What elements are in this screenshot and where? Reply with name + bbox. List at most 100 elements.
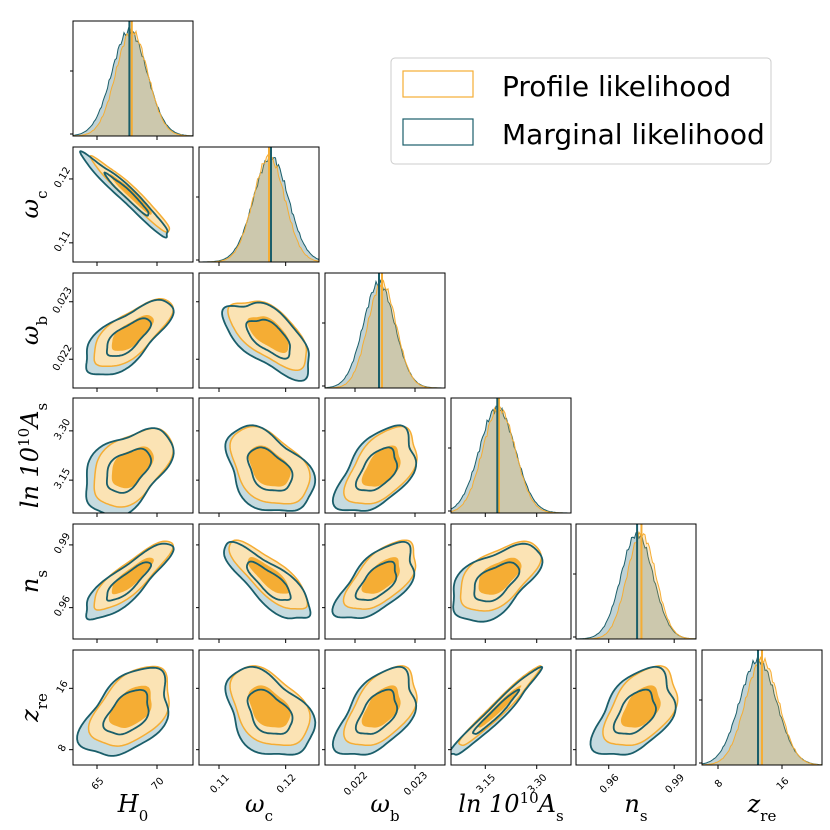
marginal-1sigma-contour (354, 688, 399, 735)
panel-frame (72, 20, 194, 137)
profile-2sigma-contour (459, 540, 543, 612)
profile-2sigma-contour (229, 425, 311, 505)
x-tick-label: 65 (90, 776, 107, 793)
panel-frame (324, 272, 446, 389)
marginal-1sigma-contour (102, 689, 150, 736)
profile-curve-wb (325, 279, 445, 388)
marginal-2sigma-contour (331, 666, 418, 756)
panel-frame (198, 523, 320, 640)
profile-curve-lnAs (451, 404, 571, 513)
panel-2-2 (322, 272, 446, 392)
profile-curve-wc (199, 153, 319, 262)
y-axis-label-ns: ns (16, 570, 51, 593)
profile-curve-ns (576, 530, 696, 639)
panel-frame (198, 649, 320, 766)
panel-5-5: 8 16 (699, 649, 823, 793)
panel-3-2 (322, 397, 446, 517)
x-axis-label-zre: zre (747, 790, 777, 825)
y-tick-label: 16 (55, 679, 71, 696)
panel-frame (324, 523, 446, 640)
x-tick-label: 0.023 (402, 770, 430, 798)
profile-2sigma-contour (229, 665, 311, 747)
x-tick-label: 70 (150, 776, 167, 793)
panel-4-0: 0.96 0.99 (53, 523, 194, 643)
profile-1sigma-fill (361, 685, 401, 728)
panel-frame (72, 649, 194, 766)
y-tick-label: 0.023 (51, 285, 75, 315)
x-tick-label: 16 (775, 776, 792, 793)
panel-5-4: 0.96 0.99 (573, 649, 697, 796)
panel-4-3 (448, 523, 572, 643)
legend-label-marginal: Marginal likelihood (502, 118, 765, 151)
x-tick-label: 8 (713, 778, 725, 790)
x-tick-label: 0.96 (598, 772, 622, 796)
x-axis-label-wb: ωb (370, 790, 399, 825)
marginal-2sigma-contour (452, 542, 544, 623)
profile-1sigma-fill (247, 316, 289, 353)
marginal-1sigma-contour (473, 561, 521, 603)
marginal-2sigma-contour (85, 542, 175, 621)
marginal-2sigma-contour (85, 427, 175, 513)
marginal-1sigma-contour (246, 688, 294, 735)
y-axis-label-zre: zre (16, 693, 51, 723)
profile-1sigma-fill (361, 445, 401, 487)
profile-1sigma-fill (248, 685, 291, 728)
y-tick-label: 3.30 (53, 417, 74, 442)
panel-frame (450, 649, 572, 766)
x-tick-label: 0.11 (208, 772, 232, 796)
legend-label-profile: Profile likelihood (502, 70, 731, 103)
marginal-1sigma-contour (354, 560, 398, 601)
x-axis-label-wc: ωc (245, 790, 273, 825)
panel-5-2: 0.022 0.023 (322, 649, 446, 798)
profile-1sigma-fill (620, 685, 661, 728)
profile-2sigma-contour (228, 539, 309, 610)
panel-5-3: 3.15 3.30 (448, 649, 572, 796)
profile-1sigma-fill (477, 685, 522, 728)
profile-1sigma-fill (111, 315, 154, 351)
y-tick-label: 0.022 (51, 343, 75, 373)
y-tick-label: 8 (56, 743, 69, 754)
panel-1-0: 0.11 0.12 (53, 146, 194, 266)
x-axis-label-lnAs: ln 1010As (458, 789, 563, 825)
panel-frame (72, 146, 194, 263)
panel-frame (198, 397, 320, 514)
panel-3-3 (448, 397, 572, 517)
panel-frame (575, 523, 697, 640)
marginal-2sigma-contour (85, 298, 175, 376)
marginal-1sigma-contour (245, 318, 291, 360)
panel-4-2 (322, 523, 446, 643)
profile-curve-H0 (73, 26, 193, 136)
y-tick-label: 0.96 (53, 594, 74, 619)
axis-labels-layer: H0 ωc ωb ln 1010As ns zre ωc ωb ln 1010As ns zre (15, 191, 776, 825)
profile-1sigma-fill (108, 685, 152, 728)
marginal-2sigma-contour (76, 666, 170, 757)
profile-2sigma-contour (343, 665, 418, 747)
panel-frame (450, 523, 572, 640)
y-axis-label-wc: ωc (16, 191, 51, 219)
profile-1sigma-fill (109, 174, 152, 215)
marginal-2sigma-contour (221, 301, 310, 382)
profile-2sigma-contour (93, 540, 174, 611)
y-axis-label-lnAs: ln 1010As (15, 403, 51, 508)
x-tick-label: 0.022 (342, 770, 370, 798)
panel-2-0: 0.022 0.023 (51, 272, 194, 392)
marginal-2sigma-contour (79, 150, 169, 239)
y-tick-label: 0.11 (53, 229, 74, 254)
panel-frame (72, 523, 194, 640)
profile-1sigma-fill (247, 557, 290, 594)
y-axis-label-wb: ωb (16, 316, 51, 345)
legend: Profile likelihood Marginal likelihood (390, 57, 772, 165)
profile-1sigma-fill (111, 446, 154, 489)
panel-frame (450, 397, 572, 514)
marginal-1sigma-contour (106, 561, 152, 602)
x-axis-label-ns: ns (624, 790, 647, 825)
marginal-2sigma-contour (224, 424, 317, 512)
marginal-1sigma-contour (612, 688, 657, 735)
panel-frame (324, 397, 446, 514)
marginal-1sigma-contour (472, 688, 521, 735)
profile-1sigma-fill (111, 557, 154, 595)
marginal-1sigma-contour (106, 317, 152, 357)
panel-3-0: 3.15 3.30 (53, 397, 194, 517)
